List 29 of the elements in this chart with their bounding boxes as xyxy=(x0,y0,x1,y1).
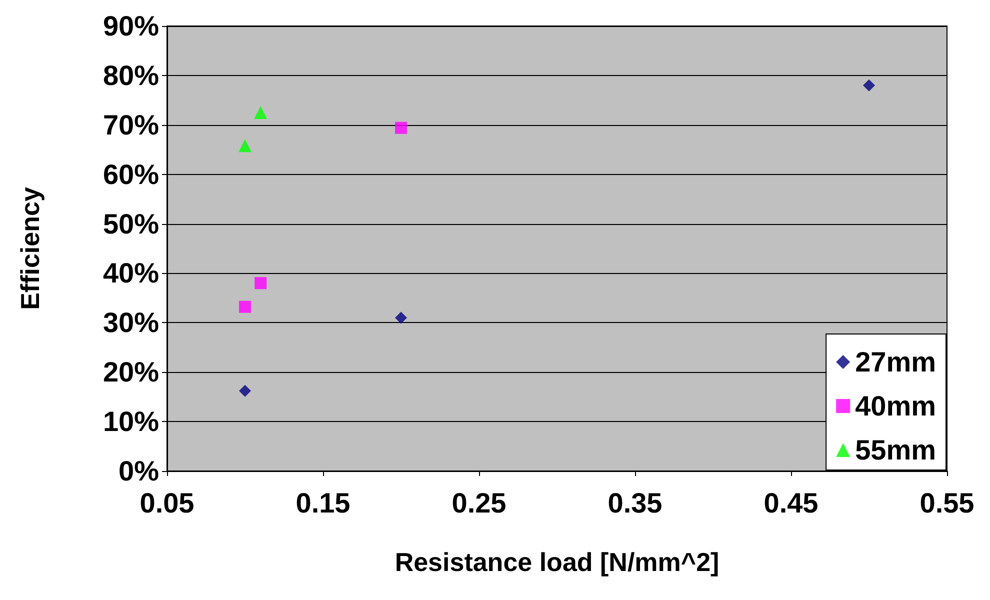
x-tick-label: 0.15 xyxy=(296,488,350,518)
legend-label: 55mm xyxy=(855,434,936,466)
point xyxy=(395,312,407,324)
point xyxy=(239,300,251,313)
legend-label: 40mm xyxy=(855,390,936,422)
y-tick-label: 40% xyxy=(102,258,160,289)
point xyxy=(254,106,268,120)
legend-label: 27mm xyxy=(855,346,936,378)
point xyxy=(239,384,251,397)
point xyxy=(254,277,267,290)
x-tick-label: 0.05 xyxy=(140,488,194,518)
x-tick-label: 0.25 xyxy=(452,488,506,518)
y-tick-label: 80% xyxy=(102,60,160,91)
y-tick-label: 70% xyxy=(102,109,160,140)
point xyxy=(238,139,252,152)
x-axis-title: Resistance load [N/mm^2] xyxy=(394,547,720,577)
x-tick-label: 0.55 xyxy=(920,488,974,518)
point xyxy=(395,122,407,134)
y-tick-label: 20% xyxy=(102,356,160,388)
x-tick-label: 0.35 xyxy=(608,488,662,518)
y-tick-label: 50% xyxy=(102,208,160,240)
y-tick-label: 0% xyxy=(118,456,160,486)
y-tick-label: 30% xyxy=(102,307,160,338)
y-tick-label: 90% xyxy=(102,10,160,42)
y-tick-label: 60% xyxy=(102,158,160,190)
point xyxy=(863,79,875,92)
x-tick-label: 0.45 xyxy=(764,488,818,518)
y-axis-title: Efficiency xyxy=(15,186,45,310)
y-tick-label: 10% xyxy=(102,406,160,438)
